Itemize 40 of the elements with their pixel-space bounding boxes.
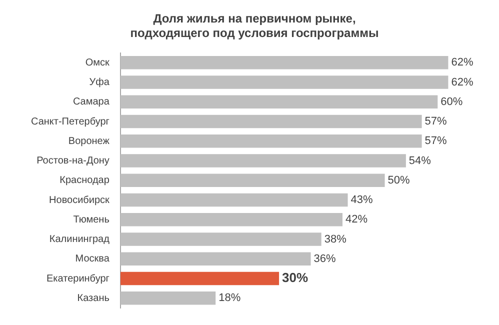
y-tick-label: Екатеринбург	[46, 273, 110, 284]
bar	[120, 272, 280, 286]
bar	[120, 114, 422, 128]
y-tick-label: Самара	[72, 96, 110, 108]
bar	[120, 174, 385, 188]
y-tick-label: Омск	[85, 57, 110, 68]
data-label: 36%	[314, 252, 336, 265]
data-label: 57%	[424, 135, 448, 148]
chart-title: Доля жилья на первичном рынке, подходящего под условия госпрограммы	[130, 12, 379, 40]
bar	[120, 154, 406, 168]
bar	[120, 76, 448, 89]
data-label: 43%	[350, 194, 374, 206]
bar	[120, 134, 422, 148]
y-tick-label: Санкт-Петербург	[30, 116, 110, 128]
data-label: 42%	[345, 214, 368, 226]
data-label: 50%	[388, 174, 410, 186]
y-tick-label: Воронеж	[68, 136, 110, 147]
y-tick-label: Казань	[77, 292, 110, 304]
y-tick-label: Уфа	[89, 76, 110, 88]
bar	[120, 95, 438, 109]
bar	[120, 232, 322, 246]
y-tick-label: Новосибирск	[49, 194, 110, 206]
data-label: 54%	[408, 154, 432, 167]
y-tick-label: Калининград	[49, 234, 110, 246]
y-tick-label: Тюмень	[73, 214, 110, 226]
bar	[120, 252, 311, 266]
bar	[120, 56, 448, 70]
data-label: 62%	[451, 76, 474, 88]
y-tick-label: Краснодар	[60, 175, 110, 186]
y-tick-label: Ростов-на-Дону	[36, 156, 110, 167]
data-label: 30%	[282, 270, 308, 286]
data-label: 62%	[451, 56, 474, 69]
bar	[120, 213, 342, 226]
bar	[120, 193, 348, 207]
data-label: 18%	[218, 292, 241, 304]
data-label: 57%	[424, 116, 448, 128]
y-tick-label: Москва	[75, 254, 110, 265]
bar	[120, 292, 216, 305]
data-label: 60%	[440, 96, 463, 108]
data-label: 38%	[324, 233, 347, 246]
